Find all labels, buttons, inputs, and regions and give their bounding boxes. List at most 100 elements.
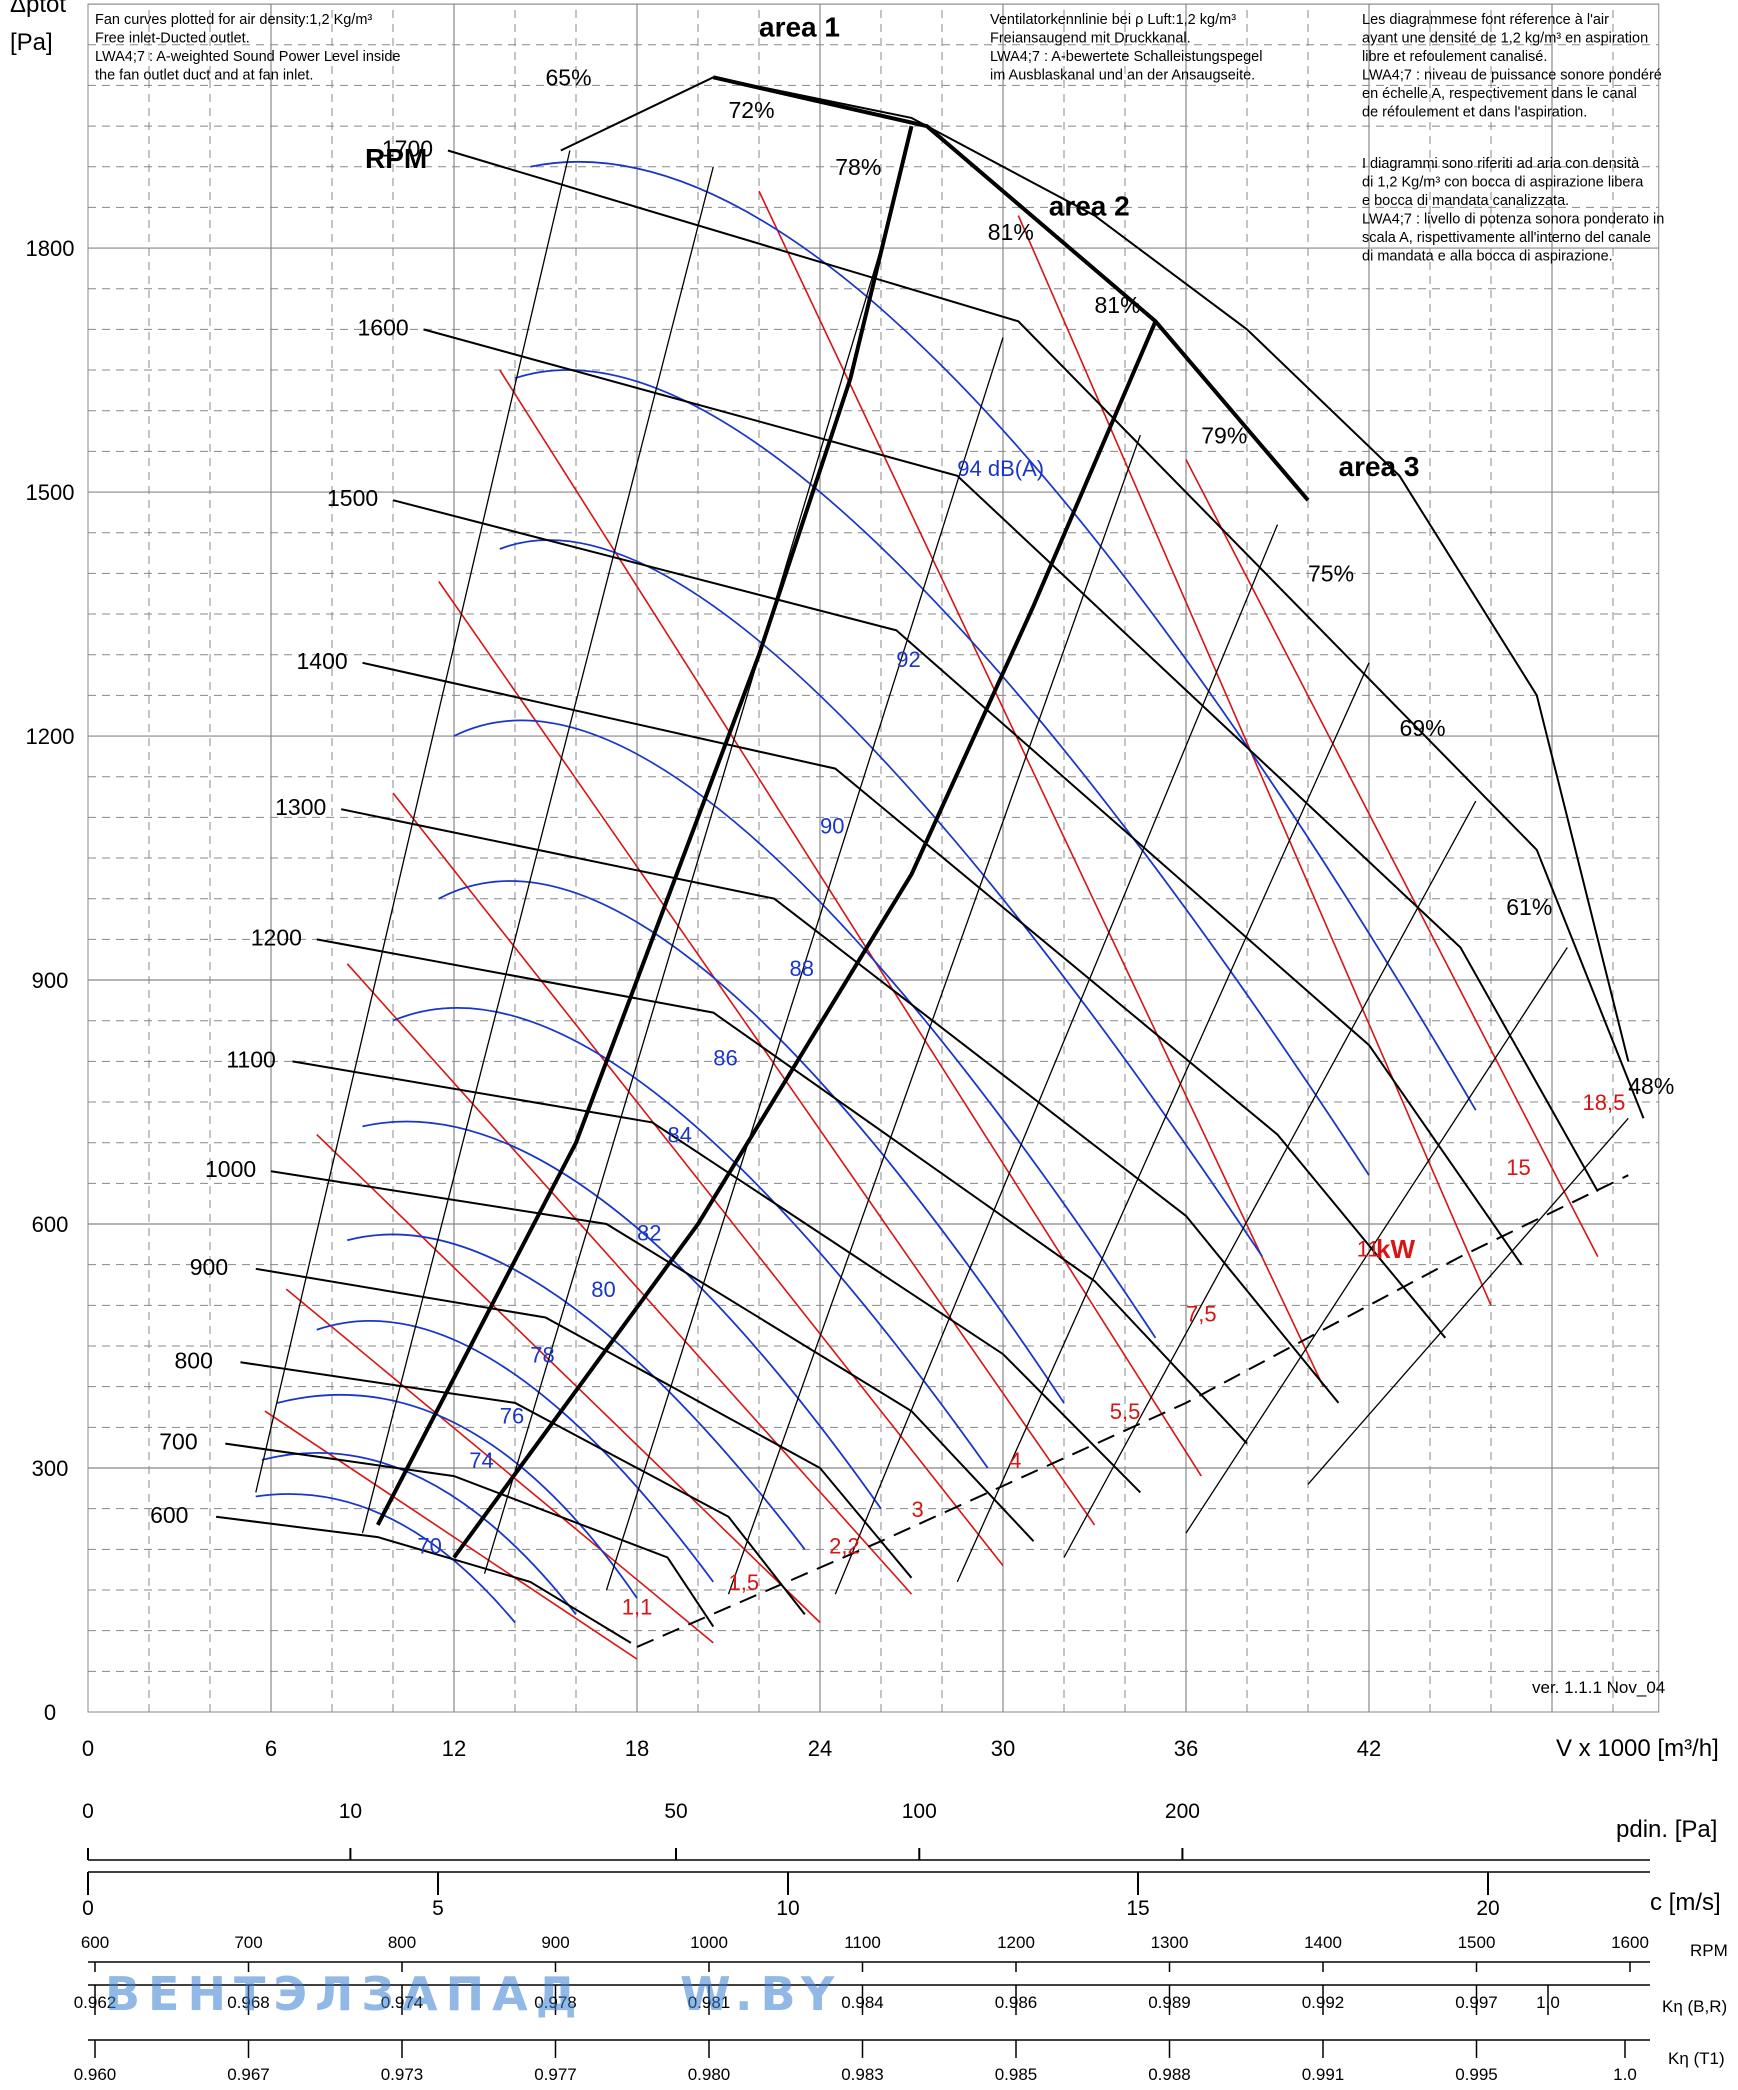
rpm-curve — [447, 149, 1645, 1119]
sound-curve — [362, 1120, 882, 1510]
note-fr-line: en échelle A, respectivement dans le can… — [1362, 86, 1637, 102]
power-line — [438, 581, 1096, 1526]
sound-curve — [499, 539, 1263, 1258]
power-level-label: 5,5 — [1110, 1399, 1141, 1424]
note-en-line: LWA4;7 : A-weighted Sound Power Level in… — [95, 49, 400, 65]
area-label: area 2 — [1049, 191, 1130, 222]
k-t1-tick-label: 0.973 — [381, 2065, 424, 2084]
secondary-scales: 0 10 50 100 200 pdin. [Pa] 0 5 10 15 20 c [m/s] 600 7… — [74, 1800, 1728, 2084]
rpm-curve — [392, 499, 1523, 1266]
efficiency-label: 72% — [729, 97, 775, 123]
efficiency-label: 75% — [1308, 561, 1354, 587]
sound-level-label: 84 — [668, 1123, 692, 1148]
sound-level-label: 76 — [500, 1403, 524, 1428]
k-t1-tick-label: 0.980 — [688, 2065, 731, 2084]
rpm-tick-label: 1500 — [1458, 1933, 1496, 1952]
k-t1-tick-label: 0.991 — [1302, 2065, 1345, 2084]
note-it-line: I diagrammi sono riferiti ad aria con de… — [1362, 156, 1640, 172]
note-it-line: di mandata e alla bocca di aspirazione. — [1362, 249, 1613, 265]
power-curves — [264, 190, 1599, 1660]
sound-level-label: 86 — [713, 1045, 737, 1070]
pdin-tick-label: 50 — [664, 1800, 687, 1823]
sound-curve — [530, 161, 1477, 1111]
efficiency-ray — [605, 337, 1004, 1591]
sound-level-label: 92 — [896, 647, 920, 672]
k-br-axis-label: Kη (B,R) — [1662, 1997, 1727, 2016]
area-label: area 3 — [1339, 451, 1420, 482]
k-br-tick-label: 0.978 — [534, 1993, 577, 2012]
k-br-tick-label: 1.0 — [1536, 1993, 1560, 2012]
efficiency-ray — [956, 662, 1370, 1583]
area-label: area 1 — [759, 12, 840, 43]
sound-curve — [261, 1452, 577, 1615]
area-1-boundary — [376, 125, 914, 1526]
k-t1-tick-label: 0.960 — [74, 2065, 117, 2084]
rpm-axis-label: RPM — [1690, 1941, 1728, 1960]
x-axis-title: V x 1000 [m³/h] — [1556, 1735, 1719, 1762]
k-br-tick-label: 0.984 — [841, 1993, 884, 2012]
efficiency-label: 81% — [1095, 292, 1141, 318]
efficiency-ray — [361, 166, 714, 1534]
pdin-axis-label: pdin. [Pa] — [1616, 1816, 1717, 1843]
chart-notes: Fan curves plotted for air density:1,2 K… — [95, 12, 1664, 265]
power-line — [346, 963, 913, 1595]
pdin-tick-label: 100 — [902, 1800, 937, 1823]
power-level-label: 11 — [1357, 1237, 1380, 1262]
pdin-tick-label: 0 — [82, 1800, 94, 1823]
velocity-tick-label: 15 — [1126, 1897, 1149, 1920]
efficiency-ray — [1307, 1117, 1629, 1485]
rpm-header-label: RPM — [365, 143, 427, 174]
power-level-label: 3 — [912, 1497, 924, 1522]
y-tick-label: 1500 — [26, 480, 75, 505]
lower-dashed-boundary — [636, 1174, 1629, 1648]
note-fr-line: libre et refoulement canalisé. — [1362, 49, 1547, 65]
rpm-label: 1400 — [297, 648, 348, 674]
rpm-tick-label: 900 — [541, 1933, 569, 1952]
power-level-label: 2,2 — [829, 1533, 860, 1558]
power-level-label: 7,5 — [1186, 1302, 1217, 1327]
sound-level-label: 80 — [591, 1277, 615, 1302]
k-br-tick-label: 0.986 — [995, 1993, 1038, 2012]
y-tick-label: 0 — [44, 1700, 56, 1725]
power-level-label: 4 — [1009, 1448, 1021, 1473]
k-br-tick-label: 0.974 — [381, 1993, 424, 2012]
power-line — [285, 1288, 714, 1644]
power-line — [499, 369, 1202, 1477]
note-en-line: Free inlet-Ducted outlet. — [95, 31, 250, 47]
rpm-tick-label: 1400 — [1304, 1933, 1342, 1952]
x-tick-label: 42 — [1357, 1736, 1381, 1761]
velocity-tick-label: 20 — [1476, 1897, 1499, 1920]
rpm-tick-label: 1600 — [1611, 1933, 1649, 1952]
rpm-curve — [225, 1442, 715, 1628]
note-fr-line: ayant une densité de 1,2 kg/m³ en aspira… — [1362, 31, 1648, 47]
power-level-label: 1,1 — [622, 1594, 653, 1619]
k-t1-tick-label: 0.983 — [841, 2065, 884, 2084]
chart-labels: 1,1 1,5 2,2 3 4 5,5 7,5 11 15 18,5 70 74 76 78 80 82 84 8… — [150, 12, 1674, 1620]
power-level-label: 1,5 — [729, 1570, 760, 1595]
rpm-curve — [270, 1170, 1035, 1542]
k-br-tick-label: 0.992 — [1302, 1993, 1345, 2012]
rpm-label: 1700 — [382, 135, 433, 161]
rpm-label: 1500 — [327, 485, 378, 511]
rpm-curves — [215, 149, 1645, 1644]
note-en-line: Fan curves plotted for air density:1,2 K… — [95, 12, 372, 28]
y-tick-label: 300 — [32, 1456, 69, 1481]
y-tick-label: 1200 — [26, 724, 75, 749]
watermark-right: W.BY — [680, 1967, 842, 2021]
sound-curve — [276, 1393, 638, 1599]
y-axis-unit: [Pa] — [10, 29, 53, 56]
rpm-curve — [215, 1515, 632, 1644]
rpm-label: 1300 — [275, 794, 326, 820]
version-label: ver. 1.1.1 Nov_04 — [1532, 1678, 1665, 1697]
k-t1-tick-label: 1.0 — [1613, 2065, 1637, 2084]
rpm-curve — [240, 1361, 806, 1616]
area-boundary-arc — [712, 75, 1310, 502]
k-br-tick-label: 0.989 — [1148, 1993, 1191, 2012]
efficiency-label: 48% — [1628, 1073, 1674, 1099]
x-tick-label: 0 — [82, 1736, 94, 1761]
sound-level-label: 78 — [530, 1342, 554, 1367]
sound-curve — [514, 369, 1370, 1176]
sound-level-label: 90 — [820, 814, 844, 839]
rpm-curve — [292, 1060, 1142, 1494]
power-unit-label: kW — [1376, 1234, 1415, 1264]
